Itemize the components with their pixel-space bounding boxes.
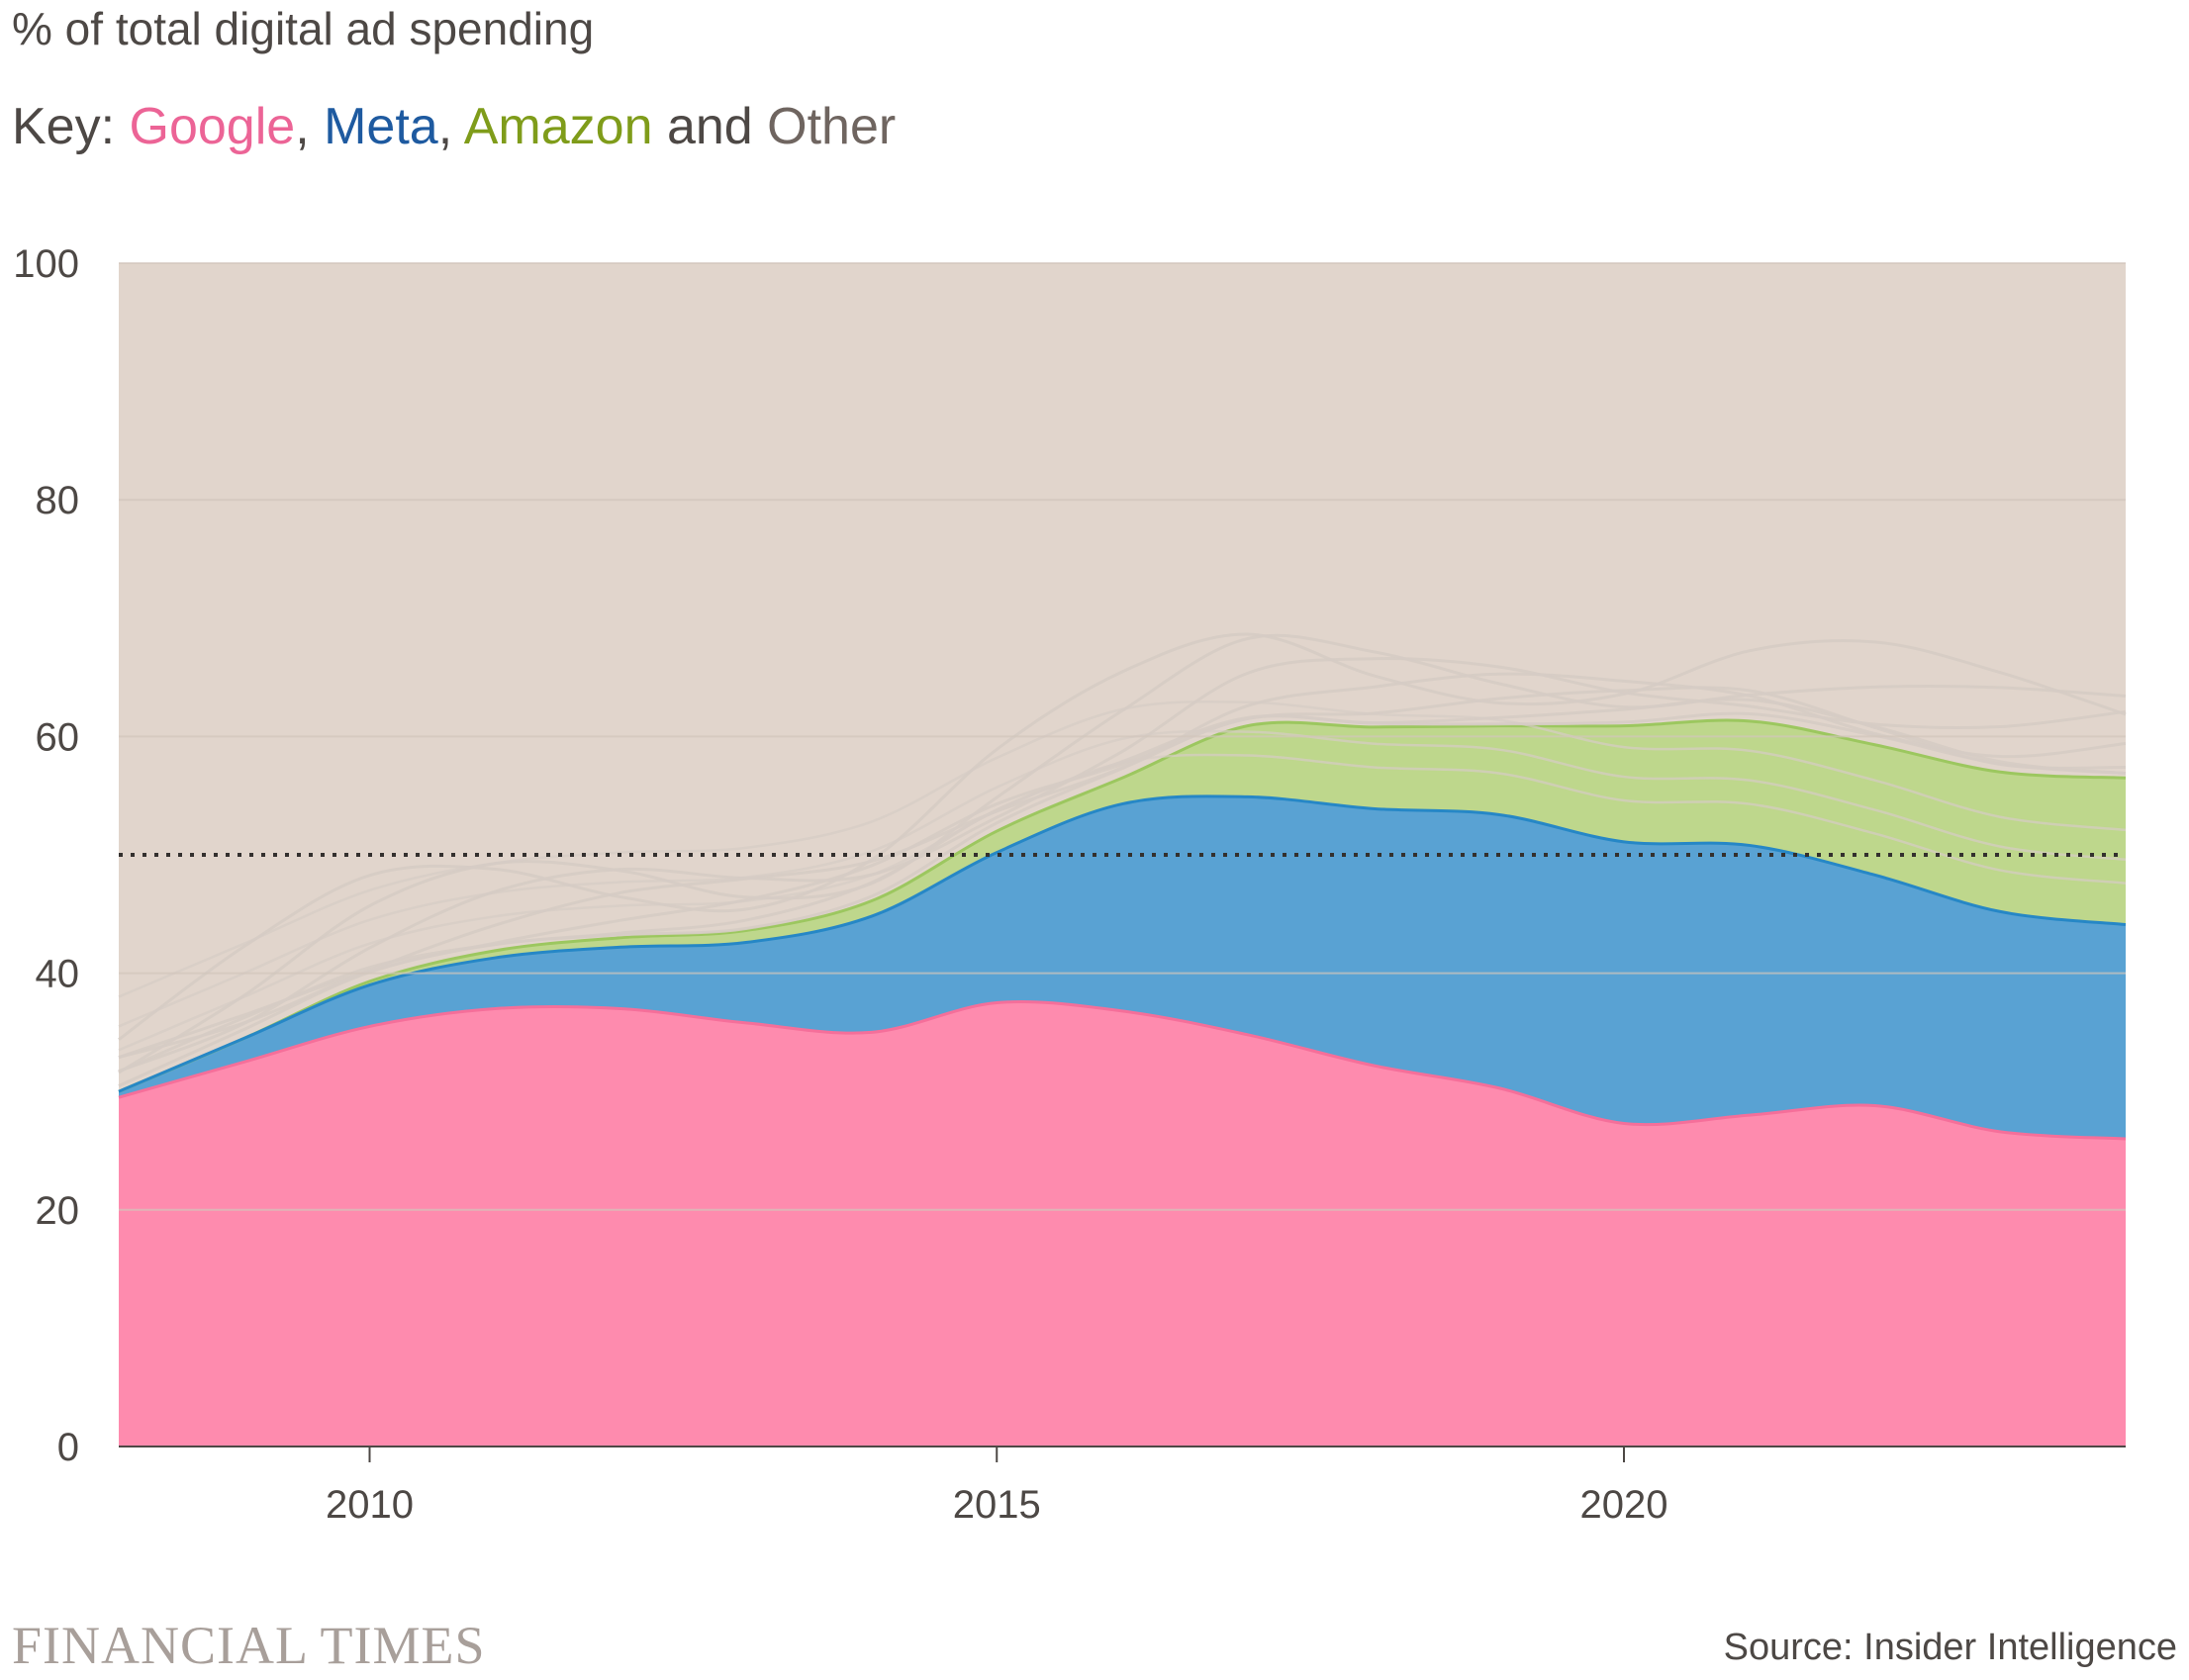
- gridlines: [119, 262, 2126, 1211]
- chart-subtitle: % of total digital ad spending: [12, 3, 595, 54]
- other-advertiser-line: [118, 672, 2127, 1060]
- series-line-google: [118, 999, 2127, 1141]
- legend-separator: ,: [437, 98, 464, 155]
- series-line-meta: [118, 794, 2127, 1093]
- source-note: Source: Insider Intelligence: [1723, 1627, 2177, 1668]
- x-tick-label: 2015: [953, 1483, 1041, 1527]
- y-tick-label: 80: [36, 479, 80, 522]
- legend-and: and: [652, 98, 768, 155]
- legend-meta: Meta: [324, 98, 438, 155]
- series-line-amazon: [118, 718, 2127, 1093]
- legend-google: Google: [129, 98, 296, 155]
- y-tick-label: 0: [57, 1426, 79, 1469]
- other-advertiser-line: [118, 657, 2127, 1073]
- other-advertiser-line: [118, 753, 2127, 1052]
- other-advertiser-line: [118, 686, 2127, 1060]
- other-advertiser-line: [118, 633, 2127, 1074]
- other-advertiser-lines: [118, 632, 2127, 1087]
- other-advertiser-line: [118, 632, 2127, 1041]
- area-layer: [118, 263, 2127, 1447]
- y-tick-label: 40: [36, 953, 80, 996]
- area-google: [119, 1001, 2126, 1447]
- financial-times-logo: FINANCIAL TIMES: [12, 1616, 486, 1675]
- legend-amazon: Amazon: [463, 98, 653, 155]
- other-advertiser-line: [118, 700, 2127, 998]
- y-tick-label: 100: [13, 242, 79, 286]
- axes: 0 20 40 60 80 100 2010 2015 2020: [13, 242, 2126, 1527]
- legend-separator: ,: [295, 98, 325, 155]
- legend-other: Other: [767, 98, 897, 155]
- legend-prefix: Key:: [12, 98, 130, 155]
- x-tick-label: 2010: [326, 1483, 414, 1527]
- other-advertiser-line: [118, 729, 2127, 1028]
- x-tick-label: 2020: [1580, 1483, 1668, 1527]
- y-tick-label: 60: [36, 715, 80, 759]
- legend-key: Key: Google, Meta, Amazon and Other: [12, 97, 896, 156]
- y-tick-label: 20: [36, 1189, 80, 1233]
